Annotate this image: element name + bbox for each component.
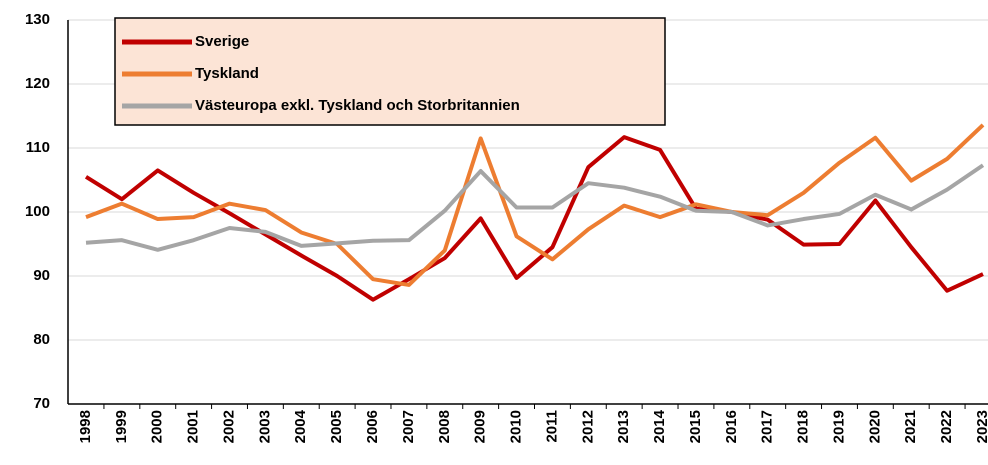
x-tick-label: 2008 xyxy=(436,410,453,443)
x-tick-label: 2021 xyxy=(902,410,919,443)
x-tick-label: 2000 xyxy=(149,410,166,443)
series-line xyxy=(85,163,985,252)
x-tick-label: 1998 xyxy=(77,410,94,443)
y-tick-label: 70 xyxy=(33,395,50,412)
x-tick-label: 2001 xyxy=(185,410,202,443)
x-tick-label: 2011 xyxy=(543,410,560,443)
x-tick-label: 2020 xyxy=(866,410,883,443)
series-line xyxy=(84,135,984,302)
x-tick-label: 2010 xyxy=(508,410,525,443)
x-tick-label: 1999 xyxy=(113,410,130,443)
x-tick-label: 2019 xyxy=(830,410,847,443)
legend-label: Tyskland xyxy=(195,65,259,82)
y-tick-label: 100 xyxy=(25,203,50,220)
x-tick-label: 2012 xyxy=(579,410,596,443)
x-tick-label: 2003 xyxy=(256,410,273,443)
legend-label: Sverige xyxy=(195,33,249,50)
x-tick-label: 2018 xyxy=(795,410,812,443)
series-line xyxy=(85,123,985,287)
y-tick-label: 130 xyxy=(25,11,50,28)
x-tick-label: 2022 xyxy=(938,410,955,443)
x-tick-label: 2017 xyxy=(759,410,776,443)
x-tick-label: 2013 xyxy=(615,410,632,443)
x-tick-label: 2006 xyxy=(364,410,381,443)
legend-label: Västeuropa exkl. Tyskland och Storbritan… xyxy=(195,97,520,114)
legend-box xyxy=(114,17,666,126)
x-tick-label: 2005 xyxy=(328,410,345,443)
y-tick-label: 120 xyxy=(25,75,50,92)
x-tick-label: 2007 xyxy=(400,410,417,443)
x-tick-label: 2004 xyxy=(292,409,309,443)
x-tick-label: 2014 xyxy=(651,409,668,443)
x-tick-label: 2016 xyxy=(723,410,740,443)
x-tick-label: 2015 xyxy=(687,410,704,443)
x-tick-label: 2023 xyxy=(974,410,988,443)
y-tick-label: 110 xyxy=(26,139,50,156)
y-tick-label: 80 xyxy=(33,331,50,348)
x-tick-label: 2009 xyxy=(472,410,489,443)
y-tick-label: 90 xyxy=(33,267,50,284)
x-tick-label: 2002 xyxy=(220,410,237,443)
